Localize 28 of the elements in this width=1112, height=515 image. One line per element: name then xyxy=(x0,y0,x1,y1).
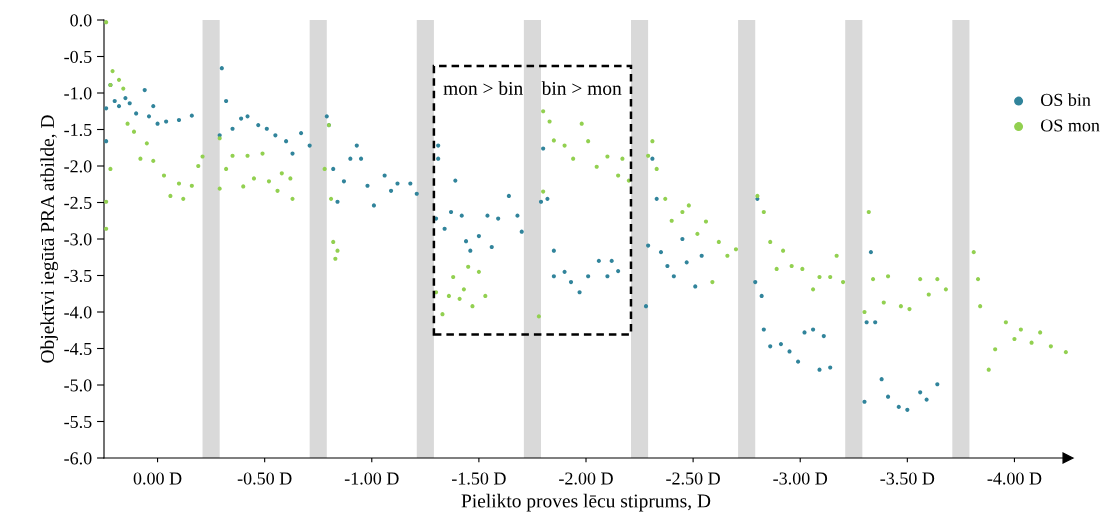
x-tick-label: -4.00 D xyxy=(987,472,1042,485)
x-tick-label: 0.00 D xyxy=(133,472,182,485)
y-tick-label: -0.5 xyxy=(64,50,92,64)
x-tick-label: -0.50 D xyxy=(237,472,292,485)
x-tick-label: -2.50 D xyxy=(666,472,720,485)
y-tick-label: -6.0 xyxy=(64,452,92,465)
x-tick-label: -1.00 D xyxy=(344,472,399,485)
y-tick-label: -5.5 xyxy=(64,415,92,429)
y-tick-label: -1.5 xyxy=(64,123,92,137)
x-tick-label: -3.50 D xyxy=(880,472,935,485)
legend-label: OS bin xyxy=(1041,93,1091,107)
legend-label: OS mon xyxy=(1041,119,1100,132)
y-tick-label: -4.0 xyxy=(64,306,92,319)
y-tick-label: -1.0 xyxy=(64,87,92,100)
annotation: bin > mon xyxy=(541,81,622,95)
y-tick-label: -3.0 xyxy=(64,233,92,246)
x-axis-title: Pielikto proves lēcu stiprums, D xyxy=(461,493,711,512)
x-tick-label: -1.50 D xyxy=(451,472,506,485)
y-axis-title: Objektīvi iegūtā PRA atbilde, D xyxy=(40,115,59,363)
y-tick-label: -2.0 xyxy=(64,160,92,173)
y-tick-label: -3.5 xyxy=(64,269,92,283)
y-tick-label: -4.5 xyxy=(64,342,92,356)
x-tick-label: -2.00 D xyxy=(559,472,613,485)
y-tick-label: -5.0 xyxy=(64,379,92,392)
annotation: mon > bin xyxy=(443,81,523,95)
x-tick-label: -3.00 D xyxy=(773,472,828,485)
y-tick-label: -2.5 xyxy=(64,196,92,210)
y-tick-label: 0.0 xyxy=(70,14,92,27)
